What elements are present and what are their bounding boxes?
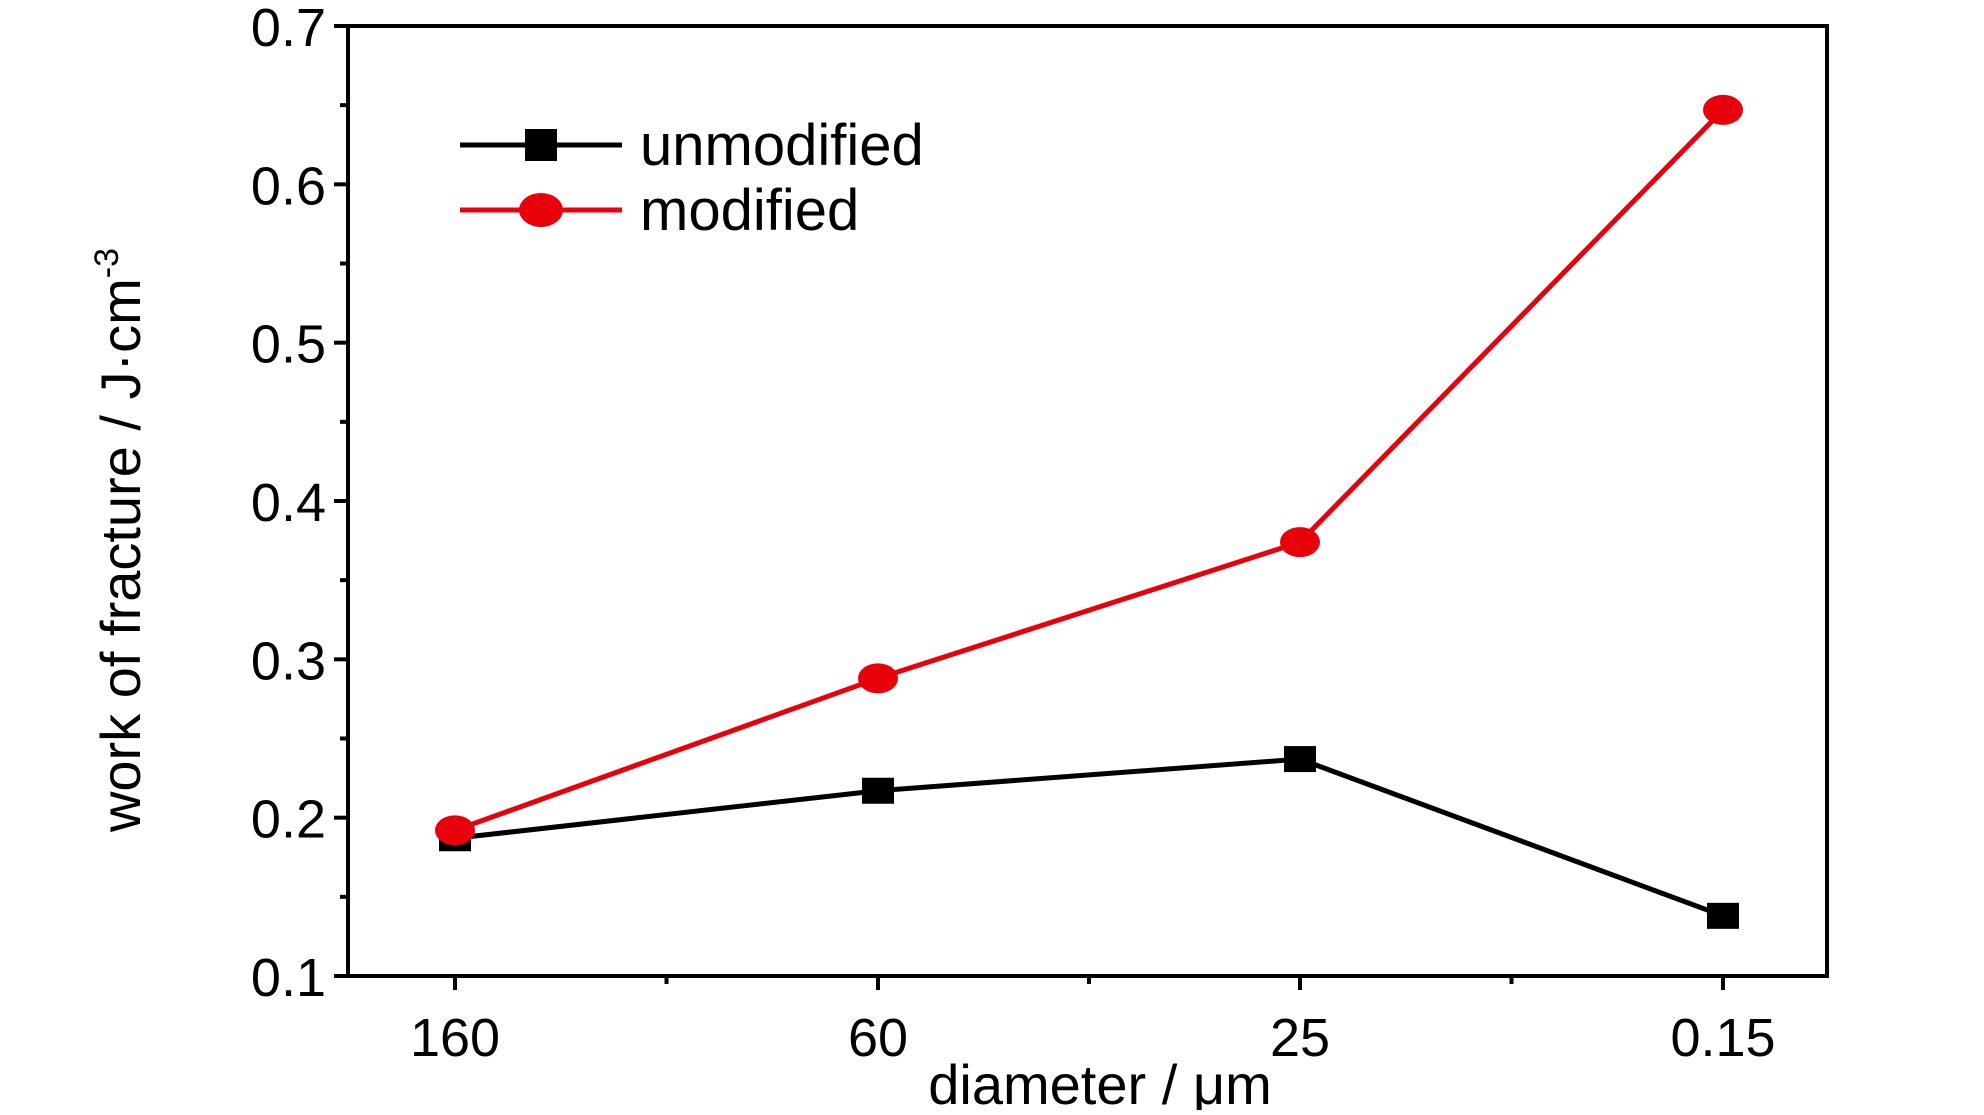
- y-tick-label: 0.7: [251, 0, 326, 58]
- legend-modified-label: modified: [640, 178, 859, 243]
- modified-line: [454, 108, 1725, 833]
- x-tick-label: 160: [410, 1008, 500, 1068]
- modified-point: [435, 815, 475, 846]
- y-axis-title: work of fracture / J·cm-3: [88, 248, 152, 833]
- x-tick-label: 0.15: [1670, 1008, 1775, 1068]
- legend-unmodified-label: unmodified: [640, 113, 924, 178]
- modified-point: [1280, 527, 1320, 558]
- unmodified-point: [862, 777, 894, 804]
- x-tick-label: 60: [848, 1008, 908, 1068]
- plot-frame: [346, 24, 1829, 978]
- x-axis-title: diameter / μm: [928, 1053, 1271, 1110]
- unmodified-point: [1284, 746, 1316, 773]
- y-tick-label: 0.5: [251, 315, 326, 375]
- y-axis-title-superscript: -3: [88, 248, 126, 278]
- y-tick-label: 0.1: [251, 948, 326, 1008]
- unmodified-line: [454, 756, 1724, 919]
- y-tick-label: 0.4: [251, 473, 326, 533]
- y-tick-label: 0.2: [251, 790, 326, 850]
- y-tick-label: 0.3: [251, 631, 326, 691]
- unmodified-point: [1707, 902, 1739, 929]
- y-axis-title-main: work of fracture / J·cm: [89, 278, 152, 833]
- legend-unmodified-marker: [525, 129, 557, 161]
- modified-point: [1703, 94, 1743, 125]
- x-tick-label: 25: [1270, 1008, 1330, 1068]
- x-axis: 160 60 25 0.15: [410, 976, 1776, 1068]
- series-layer: [435, 94, 1743, 929]
- legend-modified-marker: [519, 193, 563, 227]
- y-tick-label: 0.6: [251, 156, 326, 216]
- y-axis: 0.1 0.2 0.3 0.4 0.5 0.6 0.7: [251, 0, 348, 1008]
- modified-point: [858, 663, 898, 694]
